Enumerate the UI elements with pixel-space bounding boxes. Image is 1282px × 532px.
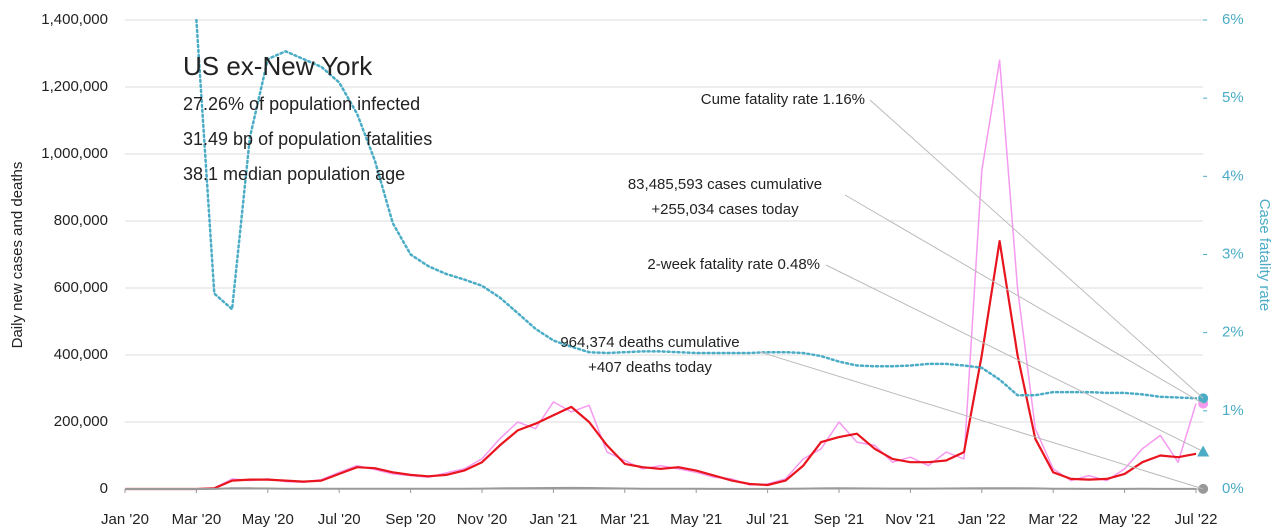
y-tick-label: 600,000: [54, 279, 108, 296]
y2-tick-label: 0%: [1222, 480, 1244, 497]
y2-tick-label: 6%: [1222, 11, 1244, 28]
x-tick-label: May '21: [670, 511, 722, 528]
x-tick-label: Nov '21: [885, 511, 935, 528]
x-tick-label: Jan '21: [529, 511, 577, 528]
y-tick-label: 200,000: [54, 413, 108, 430]
leader-line: [825, 264, 1204, 452]
y2-tick-label: 5%: [1222, 89, 1244, 106]
x-tick-label: Jul '22: [1175, 511, 1218, 528]
x-tick-label: Jan '20: [101, 511, 149, 528]
x-tick-label: May '22: [1099, 511, 1151, 528]
x-tick-label: Mar '21: [600, 511, 650, 528]
leader-line: [759, 351, 1204, 490]
y2-tick-label: 2%: [1222, 324, 1244, 341]
y2-tick-label: 1%: [1222, 402, 1244, 419]
annotation-text: 964,374 deaths cumulative: [560, 334, 739, 351]
info-line: 38.1 median population age: [183, 164, 405, 184]
x-tick-label: Jul '21: [746, 511, 789, 528]
series-line: [125, 59, 1197, 490]
x-tick-label: May '20: [242, 511, 294, 528]
info-line: 27.26% of population infected: [183, 94, 420, 114]
annotation-text: 2-week fatality rate 0.48%: [647, 256, 820, 273]
y-axis-label: Daily new cases and deaths: [9, 162, 26, 349]
x-tick-label: Nov '20: [457, 511, 507, 528]
x-tick-label: Jul '20: [318, 511, 361, 528]
x-tick-label: Jan '22: [958, 511, 1006, 528]
y2-tick-label: 4%: [1222, 167, 1244, 184]
series-line: [125, 486, 1196, 490]
annotation-text: +255,034 cases today: [651, 201, 799, 218]
annotation-text: 83,485,593 cases cumulative: [628, 176, 822, 193]
x-tick-label: Sep '21: [814, 511, 864, 528]
info-title: US ex-New York: [183, 51, 373, 81]
y-tick-label: 400,000: [54, 346, 108, 363]
y2-tick-label: 3%: [1222, 245, 1244, 262]
x-tick-label: Mar '22: [1028, 511, 1078, 528]
y-tick-label: 0: [100, 480, 108, 497]
annotation-marker: [1197, 445, 1210, 457]
x-tick-label: Mar '20: [172, 511, 222, 528]
info-line: 31.49 bp of population fatalities: [183, 129, 432, 149]
leader-line: [869, 99, 1204, 399]
x-tick-label: Sep '20: [385, 511, 435, 528]
annotation-text: Cume fatality rate 1.16%: [701, 91, 865, 108]
y-tick-label: 1,000,000: [41, 145, 108, 162]
y2-axis-label: Case fatality rate: [1256, 199, 1273, 312]
leader-line: [844, 194, 1204, 404]
y-tick-label: 1,200,000: [41, 78, 108, 95]
series-line: [125, 240, 1197, 491]
y-tick-label: 1,400,000: [41, 11, 108, 28]
series-line: [195, 18, 1198, 400]
y-tick-label: 800,000: [54, 212, 108, 229]
annotation-text: +407 deaths today: [588, 359, 712, 376]
